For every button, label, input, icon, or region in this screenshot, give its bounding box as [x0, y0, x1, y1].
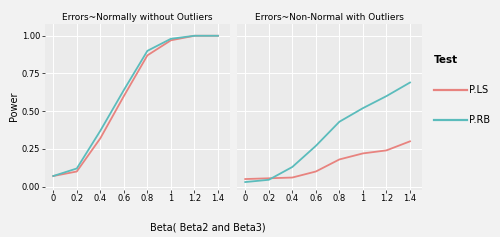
- Title: Errors~Normally without Outliers: Errors~Normally without Outliers: [62, 13, 212, 22]
- Y-axis label: Power: Power: [9, 92, 19, 121]
- Text: P.RB: P.RB: [469, 115, 490, 125]
- Title: Errors~Non-Normal with Outliers: Errors~Non-Normal with Outliers: [255, 13, 404, 22]
- Text: Test: Test: [434, 55, 458, 65]
- Text: Beta( Beta2 and Beta3): Beta( Beta2 and Beta3): [150, 222, 266, 232]
- Text: P.LS: P.LS: [469, 85, 488, 95]
